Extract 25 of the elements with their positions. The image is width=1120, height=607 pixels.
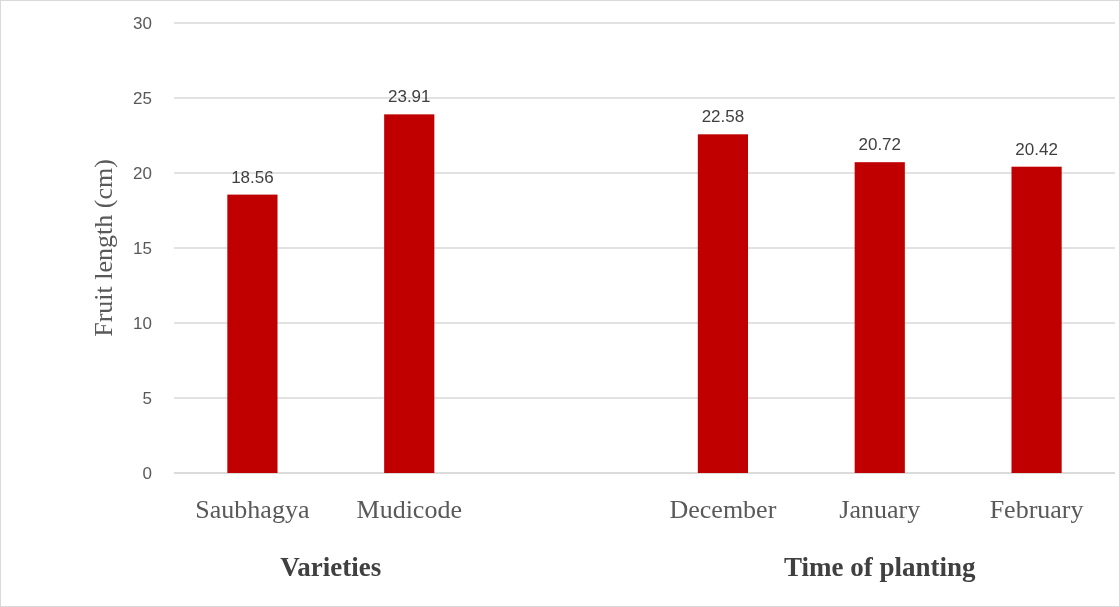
x-tick-label: February	[989, 495, 1084, 524]
y-tick-label: 5	[142, 388, 152, 408]
y-tick-label: 10	[133, 313, 152, 333]
data-label: 20.72	[858, 135, 902, 155]
bar	[697, 134, 749, 473]
text: Time of planting	[783, 552, 977, 582]
bar	[227, 194, 278, 473]
y-tick-label: 25	[133, 88, 152, 108]
x-tick-label: Saubhagya	[195, 495, 310, 524]
y-tick-label: 15	[133, 238, 152, 258]
bar	[854, 162, 905, 473]
bar	[384, 114, 435, 473]
x-tick-label: January	[839, 495, 921, 524]
x-tick-label: December	[669, 495, 777, 524]
data-label: 20.42	[1015, 139, 1058, 159]
y-tick-label: 30	[133, 13, 152, 33]
y-tick-label: 0	[142, 463, 152, 483]
data-label: 18.56	[231, 167, 274, 187]
bar	[1011, 166, 1062, 473]
y-axis-title: Fruit length (cm)	[89, 159, 118, 337]
data-label: 23.91	[387, 87, 431, 107]
text: Varieties	[280, 552, 382, 582]
data-label: 22.58	[701, 107, 745, 127]
x-tick-label: Mudicode	[356, 495, 462, 524]
y-tick-label: 20	[133, 163, 152, 183]
